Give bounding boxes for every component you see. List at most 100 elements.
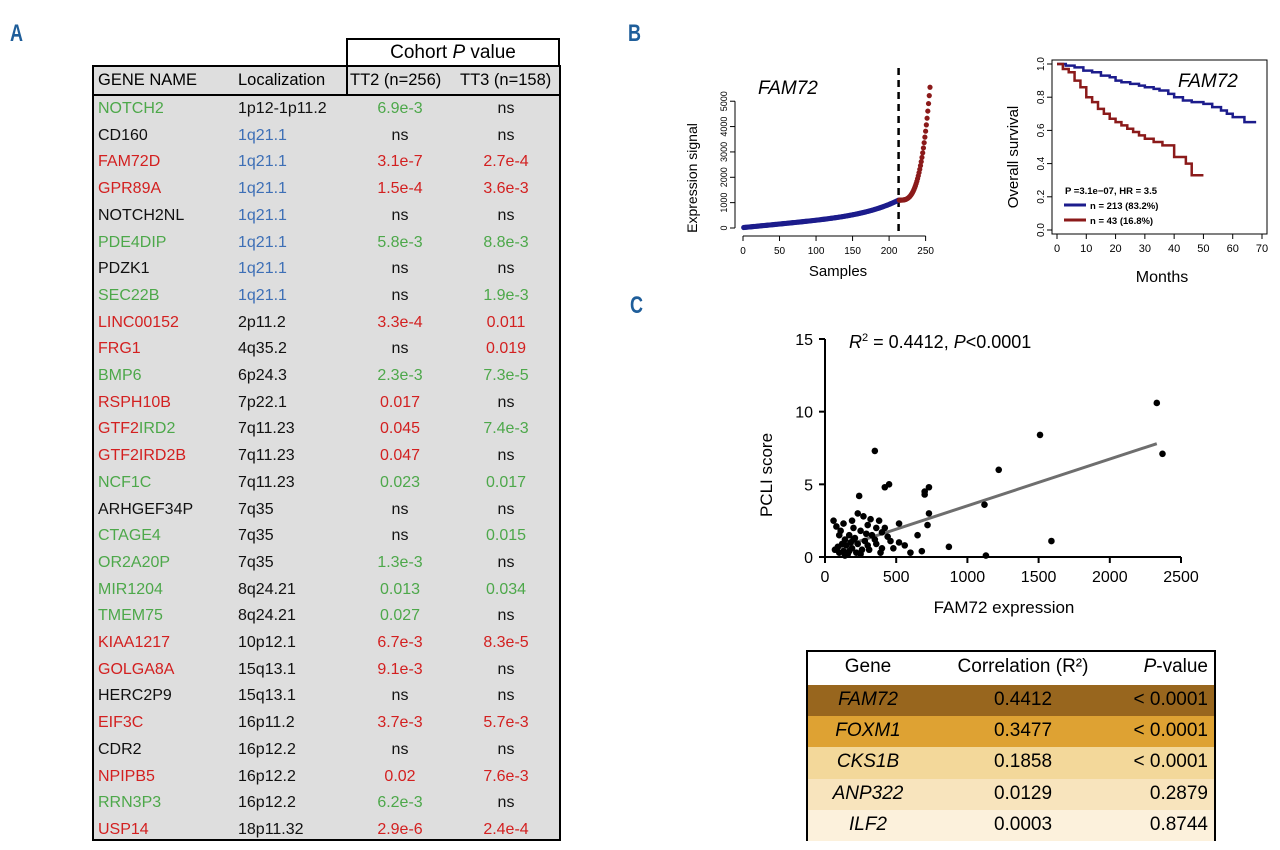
- legend-label-high: n = 43 (16.8%): [1090, 216, 1153, 227]
- y-tick-label: 3000: [719, 142, 729, 162]
- tt2-p-value: ns: [391, 206, 409, 224]
- localization: 1q21.1: [238, 260, 287, 278]
- gene-name: CKS1B: [836, 751, 900, 773]
- gene-name: NPIPB5: [98, 767, 155, 785]
- data-point: [855, 492, 863, 500]
- panel-label-c: C: [630, 292, 644, 319]
- panel-label-a: A: [10, 20, 24, 47]
- x-tick-label: 0: [740, 246, 746, 257]
- localization: 16p11.2: [238, 714, 295, 732]
- table-row: LINC00152 2p11.2 3.3e-4 0.011: [94, 310, 559, 337]
- tt3-p-value: 8.3e-5: [483, 634, 529, 651]
- localization: 16p12.2: [238, 767, 296, 785]
- table-row: ILF2 0.0003 0.8744: [808, 809, 1214, 841]
- gene-name: RRN3P3: [98, 794, 162, 812]
- correlation-value: 0.0003: [993, 813, 1053, 835]
- data-point: [857, 550, 864, 558]
- localization: 6p24.3: [238, 367, 287, 384]
- table-row: HERC2P9 15q13.1 ns ns: [94, 683, 559, 710]
- localization: 1q21.1: [238, 286, 287, 304]
- table-row: SEC22B 1q21.1 ns 1.9e-3: [94, 283, 559, 310]
- data-point: [925, 483, 933, 491]
- tt3-p-value: 0.011: [486, 313, 526, 331]
- gene-name: TMEM75: [98, 607, 163, 625]
- expression-x-axis-label: Samples: [809, 263, 867, 280]
- header-tt2: TT2 (n=256): [350, 71, 442, 89]
- data-point-high: [917, 163, 924, 169]
- localization: 10p12.1: [238, 634, 296, 651]
- cohort-p-value-header: Cohort P value: [346, 38, 560, 65]
- data-point: [860, 513, 867, 520]
- tt3-p-value: ns: [497, 393, 515, 411]
- y-tick-label: 0: [719, 225, 729, 230]
- tt2-p-value: ns: [391, 740, 409, 758]
- tt2-p-value: 0.027: [379, 607, 421, 625]
- table-row: CD160 1q21.1 ns ns: [94, 123, 559, 150]
- tt3-p-value: 7.3e-5: [483, 367, 529, 384]
- tt3-p-value: 7.4e-3: [483, 420, 529, 438]
- x-tick-label: 50: [1197, 243, 1209, 255]
- tt3-p-value: ns: [497, 660, 515, 678]
- gene-name: ARHGEF34P: [98, 500, 194, 518]
- data-point: [901, 542, 909, 549]
- y-tick-label: 0.8: [1036, 90, 1047, 104]
- tt3-p-value: ns: [497, 206, 515, 224]
- data-point: [924, 521, 931, 529]
- table-row: ARHGEF34P 7q35 ns ns: [94, 497, 559, 524]
- data-point-high: [926, 93, 932, 99]
- p-value: 0.8744: [1149, 813, 1208, 835]
- data-point: [848, 517, 856, 524]
- table-row: NPIPB5 16p12.2 0.02 7.6e-3: [94, 764, 559, 791]
- tt3-p-value: 0.034: [485, 580, 527, 598]
- gene-name: SEC22B: [98, 286, 160, 304]
- tt2-p-value: ns: [391, 340, 409, 358]
- data-point: [850, 536, 857, 543]
- data-point: [854, 510, 862, 517]
- y-tick-label: 0: [804, 550, 813, 567]
- data-point: [1048, 537, 1055, 545]
- table-row: TMEM75 8q24.21 0.027 ns: [94, 603, 559, 630]
- localization: 1q21.1: [238, 180, 287, 198]
- y-tick-label: 2000: [719, 167, 729, 187]
- data-point: [925, 510, 933, 517]
- tt3-p-value: 5.7e-3: [483, 714, 529, 732]
- localization: 15q13.1: [238, 687, 296, 705]
- tt2-p-value: 0.045: [379, 420, 421, 438]
- pcli-y-axis-label: PCLI score: [757, 433, 776, 517]
- legend-label-low: n = 213 (83.2%): [1090, 201, 1158, 212]
- gene-name: KIAA1217: [98, 634, 171, 651]
- data-point: [833, 523, 840, 530]
- tt3-p-value: 8.8e-3: [483, 233, 529, 251]
- y-tick-label: 0.6: [1036, 123, 1047, 137]
- tt2-p-value: 0.017: [379, 393, 421, 411]
- data-point: [841, 552, 849, 559]
- data-point-high: [919, 154, 925, 161]
- gene-name: GTF2IRD2B: [98, 447, 187, 465]
- tt3-p-value: ns: [497, 260, 515, 278]
- y-tick-label: 5: [804, 477, 813, 494]
- localization: 16p12.2: [238, 794, 296, 812]
- data-point: [881, 524, 889, 532]
- gene-name: NOTCH2: [98, 100, 164, 117]
- y-tick-label: 0.4: [1036, 156, 1047, 170]
- survival-annotation: P =3.1e−07, HR = 3.5: [1065, 186, 1158, 197]
- table-row: RSPH10B 7p22.1 0.017 ns: [94, 390, 559, 417]
- localization: 2p11.2: [238, 313, 286, 331]
- gene-name: FAM72D: [98, 153, 161, 171]
- gene-name: CDR2: [98, 740, 142, 758]
- table-row: USP14 18p11.32 2.9e-6 2.4e-4: [94, 817, 559, 844]
- tt2-p-value: ns: [391, 687, 409, 705]
- localization: 1q21.1: [238, 233, 287, 251]
- x-tick-label: 250: [917, 246, 934, 257]
- x-tick-label: 50: [774, 246, 786, 257]
- data-point: [895, 539, 903, 546]
- tt2-p-value: 1.5e-4: [377, 180, 423, 198]
- localization: 7p22.1: [238, 393, 287, 411]
- table-row: NOTCH2NL 1q21.1 ns ns: [94, 203, 559, 230]
- tt2-p-value: ns: [391, 527, 409, 545]
- localization: 18p11.32: [238, 820, 304, 838]
- tt2-p-value: ns: [391, 126, 409, 144]
- table-row: CKS1B 0.1858 < 0.0001: [808, 747, 1214, 779]
- x-tick-label: 40: [1168, 243, 1180, 255]
- data-point: [857, 527, 864, 535]
